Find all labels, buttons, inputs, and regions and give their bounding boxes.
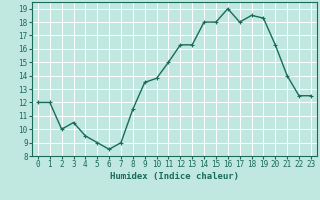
X-axis label: Humidex (Indice chaleur): Humidex (Indice chaleur) bbox=[110, 172, 239, 181]
